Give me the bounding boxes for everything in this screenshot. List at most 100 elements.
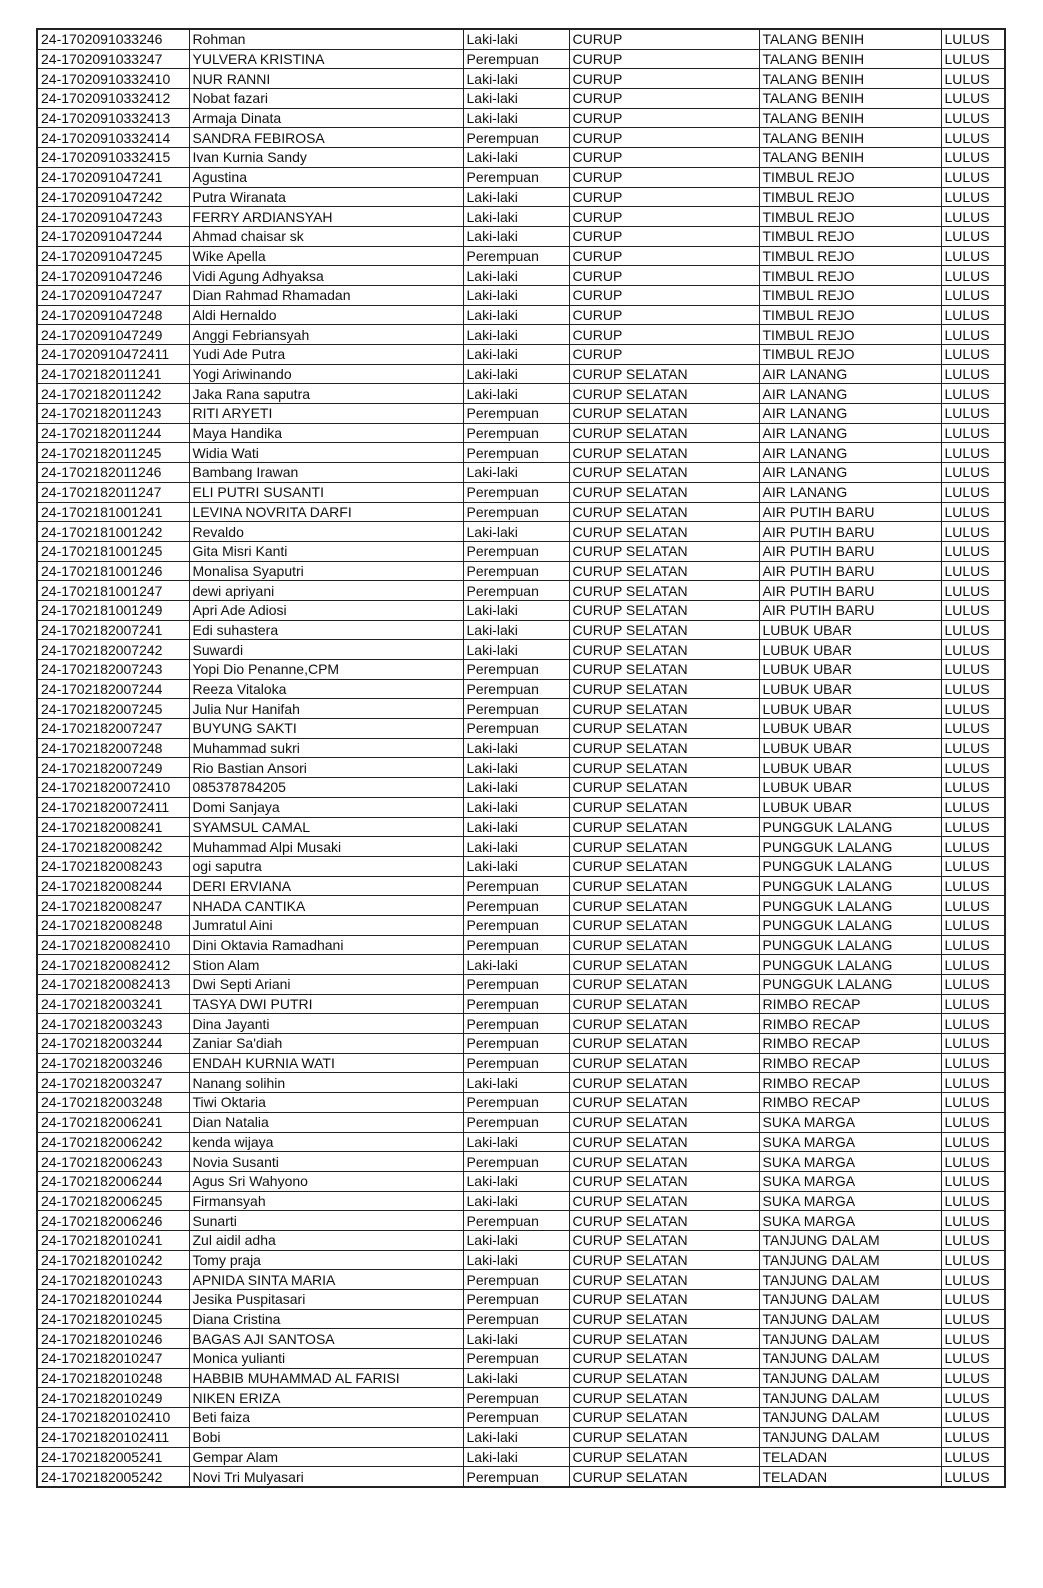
- gender: Perempuan: [462, 678, 570, 700]
- village: TALANG BENIH: [758, 48, 942, 70]
- table-row: 24-1702182007249 Rio Bastian Ansori Laki-l…: [36, 757, 1006, 779]
- status: LULUS: [940, 698, 1006, 720]
- village: SUKA MARGA: [758, 1151, 942, 1172]
- student-name: Gempar Alam: [188, 1446, 464, 1468]
- student-name: Suwardi: [188, 639, 464, 660]
- village: TANJUNG DALAM: [758, 1249, 942, 1271]
- village: TANJUNG DALAM: [758, 1308, 942, 1330]
- registration-number: 24-1702182011247: [36, 481, 190, 503]
- district: CURUP SELATAN: [568, 1229, 760, 1251]
- student-name: Novi Tri Mulyasari: [188, 1466, 464, 1488]
- village: TANJUNG DALAM: [758, 1367, 942, 1389]
- registration-number: 24-1702182003241: [36, 993, 190, 1015]
- registration-number: 24-1702182010249: [36, 1387, 190, 1409]
- village: AIR LANANG: [758, 403, 942, 424]
- gender: Laki-laki: [462, 1367, 570, 1389]
- district: CURUP SELATAN: [568, 737, 760, 759]
- status: LULUS: [940, 186, 1006, 208]
- student-name: Dian Rahmad Rhamadan: [188, 284, 464, 306]
- district: CURUP SELATAN: [568, 1348, 760, 1369]
- district: CURUP SELATAN: [568, 1052, 760, 1074]
- status: LULUS: [940, 1131, 1006, 1153]
- student-name: Reeza Vitaloka: [188, 678, 464, 700]
- gender: Perempuan: [462, 560, 570, 582]
- village: TIMBUL REJO: [758, 304, 942, 326]
- status: LULUS: [940, 245, 1006, 267]
- table-row: 24-1702182010243 APNIDA SINTA MARIA Peremp…: [36, 1269, 1006, 1290]
- table-row: 24-1702182006244 Agus Sri Wahyono Laki-lak…: [36, 1170, 1006, 1192]
- table-row: 24-1702182011246 Bambang Irawan Laki-laki C…: [36, 462, 1006, 483]
- village: AIR LANANG: [758, 422, 942, 444]
- table-row: 24-1702181001242 Revaldo Laki-laki CURUP SE…: [36, 521, 1006, 542]
- status: LULUS: [940, 1210, 1006, 1231]
- district: CURUP SELATAN: [568, 993, 760, 1015]
- district: CURUP SELATAN: [568, 442, 760, 464]
- gender: Perempuan: [462, 403, 570, 424]
- registration-number: 24-1702182006246: [36, 1210, 190, 1231]
- district: CURUP SELATAN: [568, 501, 760, 523]
- student-name: YULVERA KRISTINA: [188, 48, 464, 70]
- registration-number: 24-1702182005241: [36, 1446, 190, 1468]
- registration-number: 24-1702091047241: [36, 166, 190, 188]
- status: LULUS: [940, 619, 1006, 641]
- district: CURUP SELATAN: [568, 462, 760, 483]
- status: LULUS: [940, 1348, 1006, 1369]
- table-row: 24-1702182003246 ENDAH KURNIA WATI Perempu…: [36, 1052, 1006, 1074]
- status: LULUS: [940, 914, 1006, 936]
- district: CURUP SELATAN: [568, 1210, 760, 1231]
- registration-number: 24-1702182006244: [36, 1170, 190, 1192]
- table-row: 24-1702182006241 Dian Natalia Perempuan CUR…: [36, 1111, 1006, 1133]
- gender: Laki-laki: [462, 265, 570, 286]
- village: PUNGGUK LALANG: [758, 816, 942, 838]
- village: TANJUNG DALAM: [758, 1328, 942, 1350]
- district: CURUP SELATAN: [568, 875, 760, 897]
- village: RIMBO RECAP: [758, 1052, 942, 1074]
- gender: Perempuan: [462, 540, 570, 562]
- status: LULUS: [940, 107, 1006, 129]
- registration-number: 24-1702091047242: [36, 186, 190, 208]
- status: LULUS: [940, 777, 1006, 798]
- village: TALANG BENIH: [758, 147, 942, 168]
- registration-number: 24-1702091047244: [36, 225, 190, 247]
- status: LULUS: [940, 403, 1006, 424]
- district: CURUP SELATAN: [568, 1446, 760, 1468]
- gender: Perempuan: [462, 422, 570, 444]
- village: LUBUK UBAR: [758, 757, 942, 779]
- table-row: 24-17020910332414 SANDRA FEBIROSA Perempua…: [36, 127, 1006, 149]
- table-row: 24-1702182006243 Novia Susanti Perempuan CU…: [36, 1151, 1006, 1172]
- table-row: 24-1702182007243 Yopi Dio Penanne,CPM Pere…: [36, 659, 1006, 680]
- status: LULUS: [940, 1190, 1006, 1212]
- table-row: 24-1702182003247 Nanang solihin Laki-laki C…: [36, 1072, 1006, 1094]
- gender: Perempuan: [462, 659, 570, 680]
- status: LULUS: [940, 521, 1006, 542]
- student-name: Novia Susanti: [188, 1151, 464, 1172]
- status: LULUS: [940, 836, 1006, 857]
- registration-number: 24-1702182007249: [36, 757, 190, 779]
- student-name: Julia Nur Hanifah: [188, 698, 464, 720]
- status: LULUS: [940, 1269, 1006, 1290]
- student-name: BUYUNG SAKTI: [188, 718, 464, 739]
- village: TANJUNG DALAM: [758, 1348, 942, 1369]
- student-name: RITI ARYETI: [188, 403, 464, 424]
- village: PUNGGUK LALANG: [758, 974, 942, 995]
- district: CURUP SELATAN: [568, 757, 760, 779]
- district: CURUP SELATAN: [568, 383, 760, 405]
- table-row: 24-1702181001249 Apri Ade Adiosi Laki-laki…: [36, 599, 1006, 621]
- registration-number: 24-17020910332412: [36, 88, 190, 109]
- status: LULUS: [940, 147, 1006, 168]
- table-row: 24-17020910332415 Ivan Kurnia Sandy Laki-l…: [36, 147, 1006, 168]
- registration-number: 24-17021820102410: [36, 1407, 190, 1428]
- student-name: Bambang Irawan: [188, 462, 464, 483]
- village: TIMBUL REJO: [758, 225, 942, 247]
- village: TANJUNG DALAM: [758, 1426, 942, 1448]
- table-row: 24-1702182006246 Sunarti Perempuan CURUP SE…: [36, 1210, 1006, 1231]
- status: LULUS: [940, 1328, 1006, 1350]
- student-name: Yopi Dio Penanne,CPM: [188, 659, 464, 680]
- status: LULUS: [940, 639, 1006, 660]
- village: RIMBO RECAP: [758, 1033, 942, 1054]
- district: CURUP SELATAN: [568, 619, 760, 641]
- district: CURUP SELATAN: [568, 914, 760, 936]
- student-name: Monica yulianti: [188, 1348, 464, 1369]
- registration-number: 24-1702182008247: [36, 895, 190, 916]
